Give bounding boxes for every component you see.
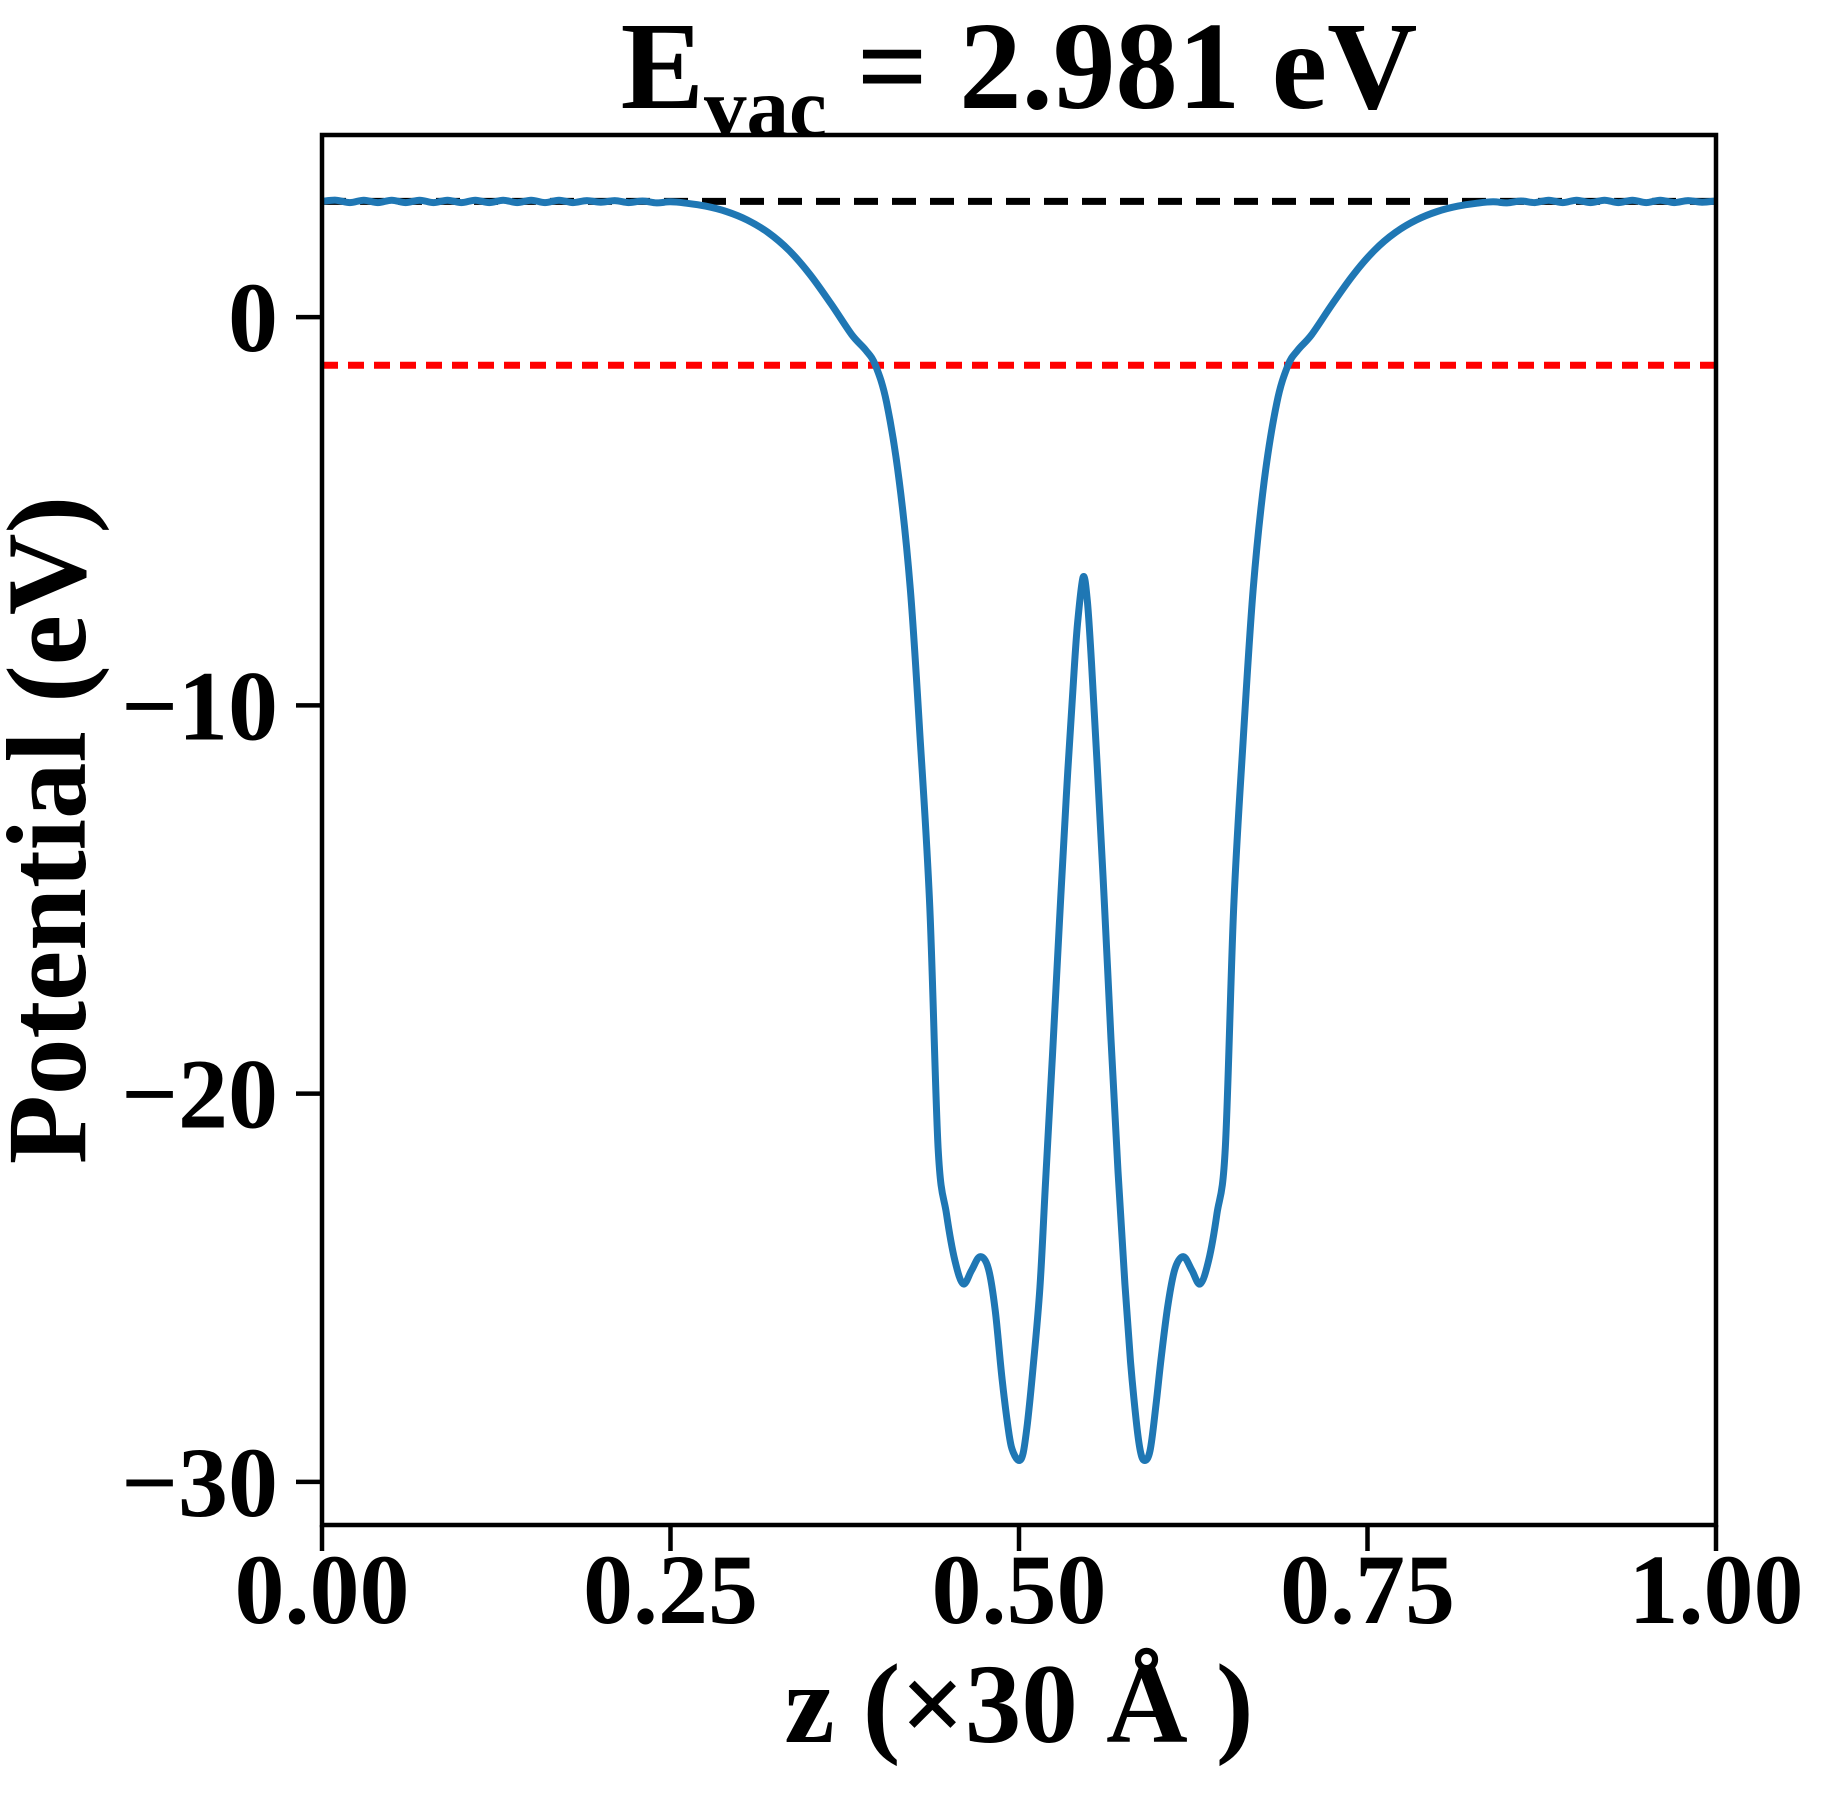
plot-title: Evac = 2.981 eV xyxy=(621,0,1418,155)
title-subscript: vac xyxy=(704,61,827,155)
y-axis-ticks: 0 −10 −20 −30 xyxy=(121,262,322,1538)
y-tick-label: 0 xyxy=(228,262,278,373)
y-tick-label: −20 xyxy=(121,1039,278,1150)
x-axis-ticks: 0.00 0.25 0.50 0.75 1.00 xyxy=(235,1525,1804,1645)
title-prefix: E xyxy=(621,0,704,136)
reference-lines xyxy=(322,197,1716,369)
plot-border xyxy=(319,132,1719,1528)
y-tick-label: −30 xyxy=(121,1427,278,1538)
title-suffix: = 2.981 eV xyxy=(857,0,1418,136)
x-axis-label: z (×30 Å ) xyxy=(784,1642,1253,1767)
x-tick-label: 0.50 xyxy=(932,1534,1107,1645)
y-tick-label: −10 xyxy=(121,650,278,761)
x-tick-label: 0.75 xyxy=(1280,1534,1455,1645)
y-axis-label: Potential (eV) xyxy=(0,496,110,1164)
x-tick-label: 0.00 xyxy=(235,1534,410,1645)
potential-curve xyxy=(322,196,1716,1464)
x-tick-label: 1.00 xyxy=(1629,1534,1804,1645)
x-tick-label: 0.25 xyxy=(583,1534,758,1645)
